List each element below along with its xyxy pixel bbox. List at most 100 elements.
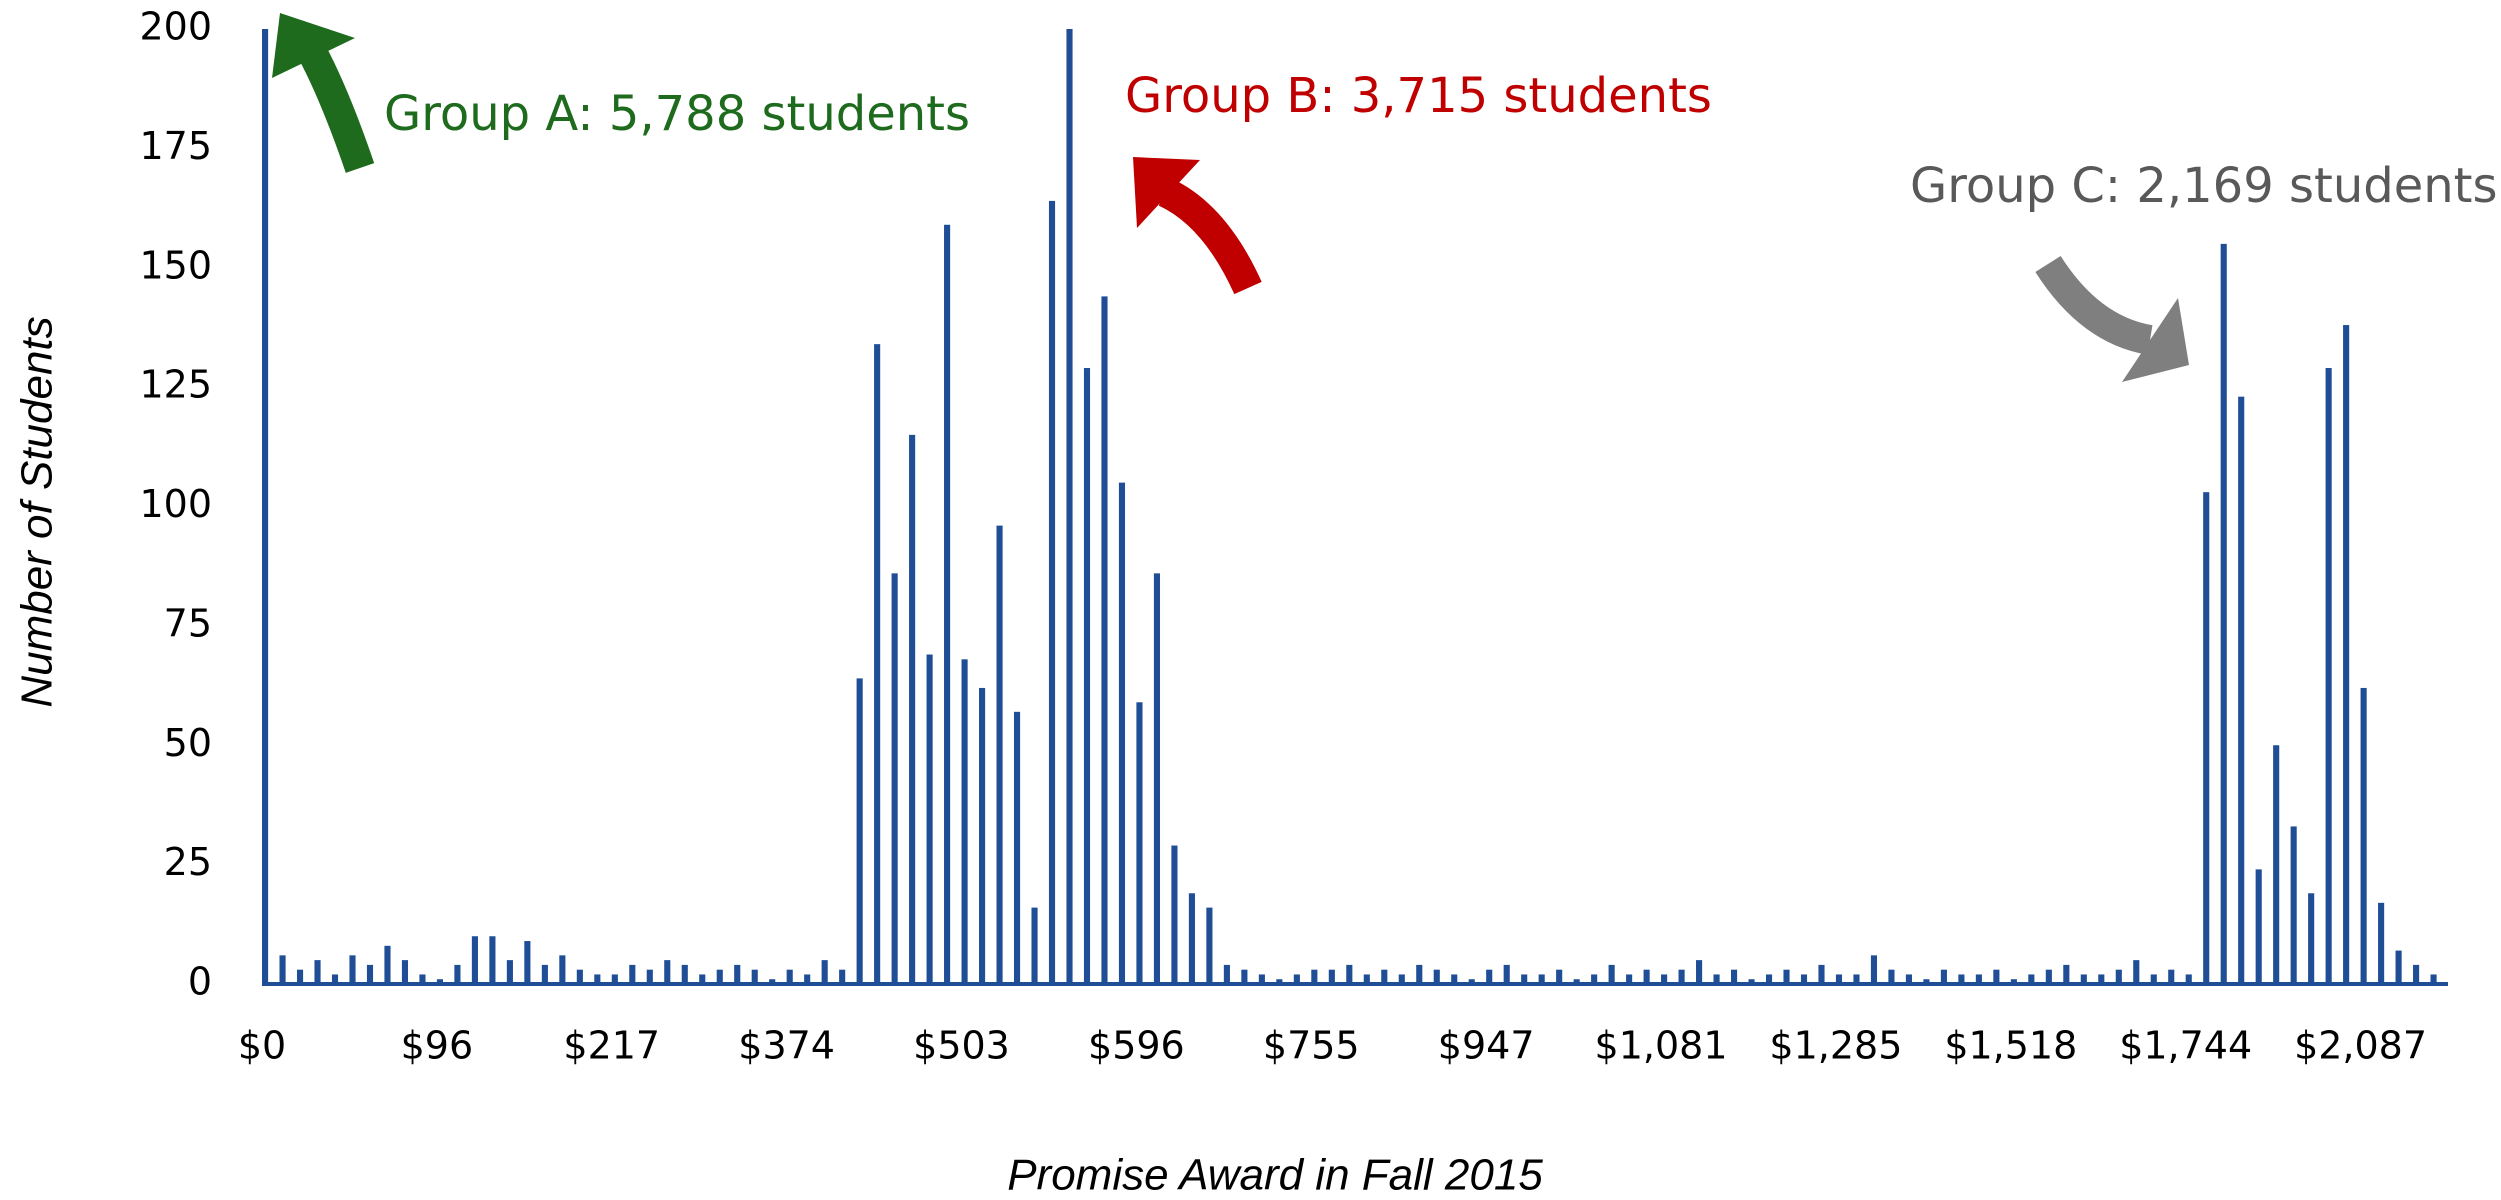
arrow-b-head [1133, 157, 1200, 228]
bar [821, 960, 828, 984]
bar [1905, 974, 1912, 984]
y-tick-label: 75 [164, 601, 212, 645]
bar [2395, 950, 2402, 984]
bar [1958, 974, 1965, 984]
bar [2413, 964, 2420, 984]
bar [1398, 974, 1405, 984]
bar [1433, 969, 1440, 984]
bar [279, 955, 286, 984]
bar [2360, 687, 2367, 984]
bar [2308, 893, 2315, 984]
bar [331, 974, 339, 984]
bar [384, 945, 391, 984]
arrow-c-head [2122, 298, 2189, 382]
bar [2098, 974, 2105, 984]
bar [489, 936, 496, 984]
bar [769, 979, 776, 984]
bar [751, 969, 758, 984]
bar [1870, 955, 1878, 984]
y-tick-label: 125 [139, 363, 212, 407]
bar [2133, 960, 2140, 984]
bar [874, 344, 881, 984]
bar [1486, 969, 1493, 984]
bar [1573, 979, 1580, 984]
arrow-b [1158, 178, 1262, 295]
bar [559, 955, 566, 984]
y-tick-label: 100 [139, 482, 212, 526]
bar [629, 964, 636, 984]
bar [1381, 969, 1388, 984]
bar [2063, 964, 2070, 984]
bar [1451, 974, 1458, 984]
x-tick-label: $96 [401, 1024, 474, 1068]
bar [944, 224, 951, 984]
bar [664, 960, 671, 984]
arrow-a [298, 44, 375, 173]
bar [926, 654, 933, 984]
x-tick-label: $596 [1088, 1024, 1185, 1068]
bar [541, 964, 548, 984]
y-tick-label: 0 [188, 960, 212, 1004]
bar [646, 969, 653, 984]
bar [1993, 969, 2000, 984]
bar [804, 974, 811, 984]
bar [366, 964, 374, 984]
bar [961, 659, 968, 984]
bar [524, 941, 531, 984]
x-tick-label: $503 [913, 1024, 1010, 1068]
bar [2343, 325, 2350, 984]
x-tick-label: $755 [1263, 1024, 1360, 1068]
bar [2290, 826, 2297, 984]
bar [2080, 974, 2087, 984]
bar [2203, 492, 2210, 984]
bar [1975, 974, 1982, 984]
annotation: Group A: 5,788 students [384, 86, 970, 142]
bar [1818, 964, 1825, 984]
y-tick-label: 200 [139, 5, 212, 49]
bar [1171, 845, 1178, 984]
bar [349, 955, 356, 984]
bar [1276, 979, 1283, 984]
bar [454, 964, 461, 984]
bar [262, 29, 269, 984]
bar [1083, 368, 1091, 984]
bar [2045, 969, 2052, 984]
bar [576, 969, 583, 984]
bar [909, 434, 916, 984]
bar [1765, 974, 1773, 984]
bar [1328, 969, 1335, 984]
x-tick-label: $0 [238, 1024, 286, 1068]
x-tick-label: $947 [1438, 1024, 1535, 1068]
bar [2220, 243, 2227, 984]
bar [839, 969, 846, 984]
bar [1538, 974, 1545, 984]
bar [1521, 974, 1528, 984]
bar [1661, 974, 1668, 984]
bar [1346, 964, 1353, 984]
bar [1311, 969, 1318, 984]
bar [2168, 969, 2175, 984]
bar [1556, 969, 1563, 984]
x-tick-label: $1,285 [1769, 1024, 1902, 1068]
bar [1503, 964, 1510, 984]
bar [1713, 974, 1720, 984]
bar [1591, 974, 1598, 984]
bar [1101, 296, 1108, 984]
bar [1241, 969, 1248, 984]
x-tick-label: $2,087 [2294, 1024, 2427, 1068]
y-tick-label: 50 [164, 721, 212, 765]
bar [2325, 368, 2332, 984]
bar [2378, 902, 2385, 984]
bar [1696, 960, 1703, 984]
y-tick-label: 175 [139, 124, 212, 168]
bar [506, 960, 513, 984]
bar [2238, 396, 2245, 984]
x-tick-label: $374 [738, 1024, 835, 1068]
bar [1468, 979, 1475, 984]
bar [2010, 979, 2017, 984]
bar [1643, 969, 1650, 984]
bar [979, 687, 986, 984]
bar [1940, 969, 1947, 984]
bar [2430, 974, 2437, 984]
x-tick-label: $1,518 [1944, 1024, 2077, 1068]
